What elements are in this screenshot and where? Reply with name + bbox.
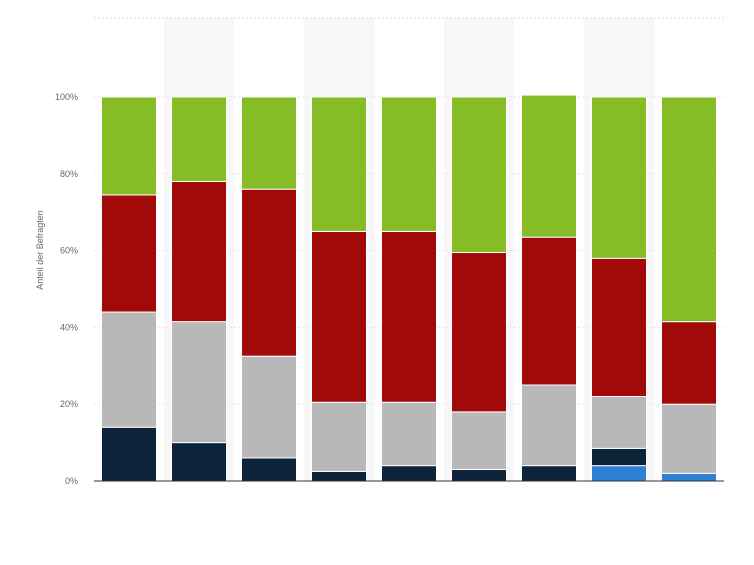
bar-segment-2-1[interactable]	[241, 457, 297, 482]
bar-segment-4-4[interactable]	[381, 96, 437, 232]
bar-segment-3-4[interactable]	[311, 96, 367, 232]
y-tick-label: 80%	[60, 169, 78, 179]
bar-segment-3-3[interactable]	[311, 230, 367, 403]
bar-segment-1-2[interactable]	[171, 321, 227, 444]
bar-segment-1-1[interactable]	[171, 442, 227, 482]
bar-segment-6-1[interactable]	[521, 465, 577, 482]
bar-segment-8-2[interactable]	[661, 403, 717, 474]
bar-segment-5-4[interactable]	[451, 96, 507, 254]
bar-segment-5-2[interactable]	[451, 411, 507, 470]
bar-segment-4-2[interactable]	[381, 401, 437, 467]
bar-segment-3-2[interactable]	[311, 401, 367, 472]
y-tick-label: 40%	[60, 322, 78, 332]
bar-segment-0-4[interactable]	[101, 96, 157, 196]
bar-segment-0-3[interactable]	[101, 194, 157, 313]
bar-segment-7-4[interactable]	[591, 96, 647, 259]
bar-segment-5-3[interactable]	[451, 252, 507, 413]
bar-segment-4-1[interactable]	[381, 465, 437, 482]
bar-segment-7-0[interactable]	[591, 465, 647, 482]
bar-segment-6-4[interactable]	[521, 94, 577, 238]
bar-segment-7-3[interactable]	[591, 257, 647, 398]
bars	[101, 94, 717, 482]
bar-segment-5-1[interactable]	[451, 468, 507, 482]
bar-segment-8-3[interactable]	[661, 321, 717, 405]
bar-segment-2-3[interactable]	[241, 188, 297, 357]
bar-segment-1-3[interactable]	[171, 180, 227, 323]
bar-segment-2-2[interactable]	[241, 355, 297, 459]
bar-segment-1-4[interactable]	[171, 96, 227, 182]
bar-segment-6-2[interactable]	[521, 384, 577, 467]
bar-segment-0-2[interactable]	[101, 311, 157, 428]
bar-segment-4-3[interactable]	[381, 230, 437, 403]
bar-segment-2-4[interactable]	[241, 96, 297, 190]
bar-segment-3-1[interactable]	[311, 470, 367, 482]
y-axis-label: Anteil der Befragten	[35, 210, 45, 290]
bar-segment-7-1[interactable]	[591, 447, 647, 467]
y-tick-labels: 0% 20% 40% 60% 80% 100%	[55, 92, 78, 486]
y-tick-label: 20%	[60, 399, 78, 409]
bar-segment-8-0[interactable]	[661, 472, 717, 482]
bar-segment-8-4[interactable]	[661, 96, 717, 323]
y-tick-label: 60%	[60, 246, 78, 256]
bar-segment-6-3[interactable]	[521, 236, 577, 386]
y-tick-label: 0%	[65, 476, 78, 486]
y-tick-label: 100%	[55, 92, 78, 102]
bar-segment-7-2[interactable]	[591, 396, 647, 449]
bar-segment-0-1[interactable]	[101, 426, 157, 482]
